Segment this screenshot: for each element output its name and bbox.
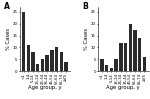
Text: B: B bbox=[83, 2, 88, 11]
X-axis label: Age group, y: Age group, y bbox=[106, 85, 140, 90]
Bar bbox=[133, 30, 137, 71]
Bar bbox=[41, 59, 44, 71]
Y-axis label: % Cases: % Cases bbox=[84, 28, 89, 50]
Text: A: A bbox=[4, 2, 10, 11]
Bar bbox=[100, 59, 104, 71]
Bar bbox=[114, 59, 118, 71]
Bar bbox=[45, 55, 49, 71]
Bar bbox=[27, 45, 30, 71]
Bar bbox=[129, 24, 132, 71]
Bar bbox=[110, 68, 113, 71]
Bar bbox=[55, 47, 58, 71]
Y-axis label: % Cases: % Cases bbox=[6, 28, 11, 50]
Bar bbox=[60, 52, 63, 71]
Bar bbox=[31, 52, 35, 71]
Bar bbox=[143, 57, 146, 71]
Bar bbox=[138, 38, 141, 71]
Bar bbox=[119, 43, 123, 71]
Bar bbox=[36, 64, 39, 71]
X-axis label: Age group, y: Age group, y bbox=[28, 85, 62, 90]
Bar bbox=[64, 62, 68, 71]
Bar bbox=[50, 50, 54, 71]
Bar bbox=[124, 43, 127, 71]
Bar bbox=[105, 65, 108, 71]
Bar bbox=[22, 12, 25, 71]
